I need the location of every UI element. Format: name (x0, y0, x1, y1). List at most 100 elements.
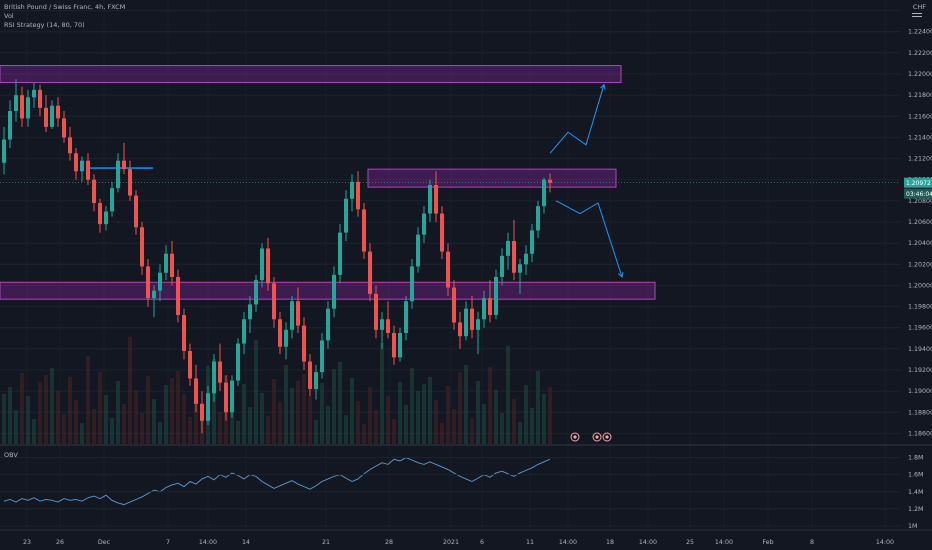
candle-body[interactable] (272, 283, 276, 320)
candle-body[interactable] (8, 111, 12, 140)
candle-body[interactable] (146, 266, 150, 299)
candle-body[interactable] (308, 361, 312, 390)
candle-body[interactable] (446, 251, 450, 288)
candle-body[interactable] (362, 209, 366, 252)
candle-body[interactable] (410, 266, 414, 302)
path-projection-arrow[interactable] (549, 84, 605, 154)
candle-body[interactable] (236, 343, 240, 381)
candle-body[interactable] (530, 230, 534, 254)
candle-body[interactable] (332, 274, 336, 309)
candle-body[interactable] (374, 293, 378, 330)
candle-body[interactable] (350, 181, 354, 199)
candle-body[interactable] (182, 315, 186, 351)
candle-body[interactable] (2, 139, 6, 163)
supply-demand-zone[interactable] (0, 65, 622, 83)
candle-body[interactable] (218, 361, 222, 383)
candle-body[interactable] (80, 160, 84, 172)
obv-label[interactable]: OBV (4, 451, 18, 459)
path-projection-arrow[interactable] (555, 200, 623, 278)
candle-body[interactable] (320, 340, 324, 373)
candle-body[interactable] (98, 202, 102, 225)
candle-body[interactable] (254, 280, 258, 305)
candle-body[interactable] (536, 206, 540, 231)
candle-body[interactable] (32, 89, 36, 98)
candle-body[interactable] (464, 308, 468, 337)
candle-body[interactable] (110, 188, 114, 212)
candle-body[interactable] (230, 380, 234, 413)
candle-body[interactable] (62, 118, 66, 138)
candle-body[interactable] (512, 241, 516, 273)
candle-body[interactable] (74, 153, 78, 172)
candle-body[interactable] (206, 393, 210, 421)
candle-body[interactable] (428, 185, 432, 214)
candle-body[interactable] (386, 319, 390, 333)
candle-body[interactable] (368, 251, 372, 294)
candle-body[interactable] (506, 241, 510, 256)
candle-body[interactable] (224, 382, 228, 413)
candle-body[interactable] (458, 322, 462, 337)
candle-body[interactable] (524, 253, 528, 265)
candle-body[interactable] (68, 137, 72, 154)
candle-body[interactable] (482, 298, 486, 320)
candle-body[interactable] (116, 160, 120, 189)
candle-body[interactable] (188, 350, 192, 379)
candle-body[interactable] (38, 89, 42, 108)
candle-body[interactable] (398, 333, 402, 358)
candle-body[interactable] (278, 319, 282, 347)
candle-body[interactable] (548, 179, 552, 183)
candle-body[interactable] (404, 301, 408, 333)
candle-body[interactable] (242, 319, 246, 344)
supply-demand-zone[interactable] (0, 281, 656, 300)
candle-body[interactable] (152, 290, 156, 299)
candle-body[interactable] (44, 107, 48, 127)
candle-body[interactable] (284, 329, 288, 347)
candle-body[interactable] (176, 276, 180, 316)
candle-body[interactable] (434, 185, 438, 214)
symbol-title[interactable]: British Pound / Swiss Franc, 4h, FXCM (4, 3, 126, 11)
candle-body[interactable] (380, 319, 384, 330)
candle-body[interactable] (356, 181, 360, 210)
candle-body[interactable] (158, 272, 162, 291)
candle-body[interactable] (518, 264, 522, 273)
candle-body[interactable] (326, 308, 330, 341)
candle-body[interactable] (314, 372, 318, 390)
candle-body[interactable] (500, 255, 504, 277)
candle-body[interactable] (140, 227, 144, 267)
candle-body[interactable] (104, 211, 108, 225)
candle-body[interactable] (50, 105, 54, 127)
obv-line[interactable] (3, 457, 551, 506)
candle-body[interactable] (392, 333, 396, 358)
candle-body[interactable] (212, 361, 216, 394)
candle-body[interactable] (488, 298, 492, 316)
candle-body[interactable] (416, 234, 420, 267)
candle-body[interactable] (194, 378, 198, 404)
last-price-tag[interactable] (904, 177, 932, 188)
candle-body[interactable] (128, 169, 132, 196)
supply-demand-zone[interactable] (367, 168, 617, 188)
candle-body[interactable] (476, 319, 480, 330)
candle-body[interactable] (20, 95, 24, 119)
candle-body[interactable] (134, 195, 138, 228)
candle-body[interactable] (86, 160, 90, 180)
candle-body[interactable] (26, 97, 30, 119)
candle-body[interactable] (302, 325, 306, 362)
candle-body[interactable] (170, 253, 174, 277)
candle-body[interactable] (260, 248, 264, 281)
candle-body[interactable] (266, 248, 270, 284)
vol-indicator-label[interactable]: Vol (4, 12, 14, 20)
candle-body[interactable] (422, 213, 426, 235)
candle-body[interactable] (290, 301, 294, 330)
price-axis[interactable] (900, 0, 932, 550)
candle-body[interactable] (164, 253, 168, 273)
strategy-label[interactable]: RSI Strategy (14, 80, 70) (4, 21, 85, 29)
candle-body[interactable] (296, 301, 300, 326)
candle-body[interactable] (14, 95, 18, 111)
candle-body[interactable] (338, 232, 342, 275)
candle-body[interactable] (248, 304, 252, 320)
candle-body[interactable] (542, 179, 546, 207)
candle-body[interactable] (200, 403, 204, 421)
candle-body[interactable] (92, 179, 96, 203)
candle-body[interactable] (122, 160, 126, 170)
candle-body[interactable] (470, 308, 474, 330)
